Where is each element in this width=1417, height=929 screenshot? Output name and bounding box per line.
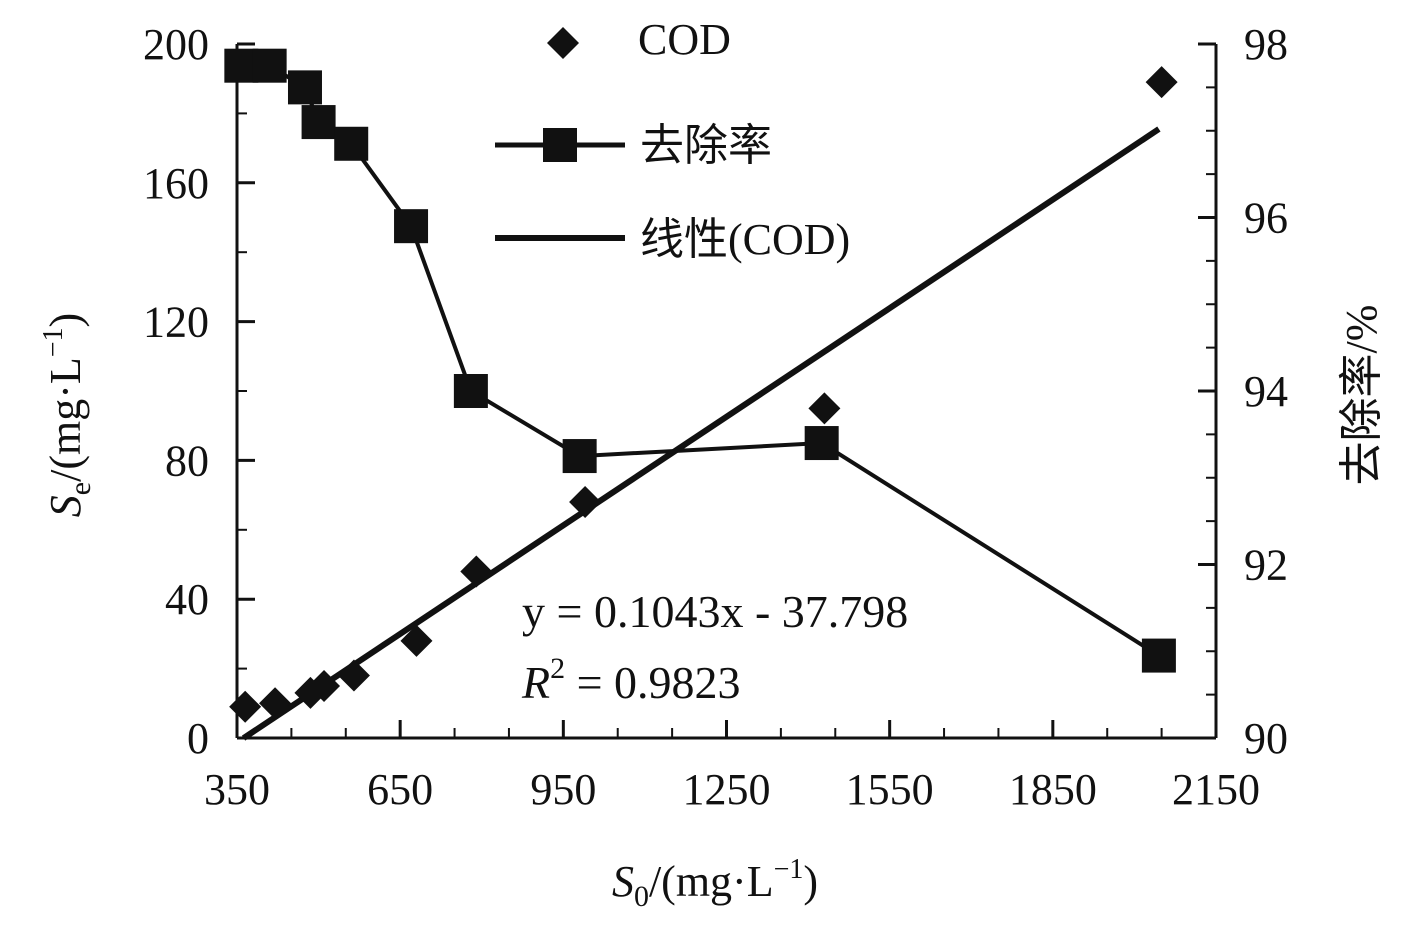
x-tick-label: 950 — [530, 765, 596, 814]
cod-point — [1145, 66, 1178, 99]
cod-point — [460, 555, 493, 588]
yl-tick-label: 120 — [143, 298, 209, 347]
y-axis-left-label: Se/(mg·L−1) — [38, 313, 97, 517]
yr-tick-label: 96 — [1244, 194, 1288, 243]
removal-rate-point — [453, 374, 488, 408]
cod-point — [808, 392, 841, 425]
removal-rate-point — [1141, 638, 1176, 673]
removal-rate-point — [804, 426, 839, 461]
yl-tick-label: 80 — [165, 436, 209, 485]
x-tick-label: 350 — [204, 765, 270, 814]
yl-tick-label: 40 — [165, 575, 209, 624]
yr-tick-label: 90 — [1244, 714, 1288, 763]
cod-point — [259, 687, 292, 720]
x-tick-label: 1850 — [1009, 765, 1097, 814]
regression-equation: y = 0.1043x - 37.798 — [522, 586, 908, 637]
legend-cod-label: COD — [638, 15, 731, 64]
removal-rate-point — [287, 70, 322, 105]
removal-rate-point — [562, 439, 597, 474]
yr-tick-label: 92 — [1244, 541, 1288, 590]
removal-rate-point — [252, 48, 287, 83]
y-axis-right-ticks: 90 92 94 96 98 — [1198, 20, 1288, 763]
removal-rate-line — [241, 63, 1160, 658]
x-tick-label: 650 — [367, 765, 433, 814]
legend: COD 去除率 线性(COD) — [495, 15, 850, 264]
yr-tick-label: 98 — [1244, 20, 1288, 69]
yl-tick-label: 0 — [187, 714, 209, 763]
legend-rate-marker — [543, 128, 577, 162]
x-tick-label: 2150 — [1172, 765, 1260, 814]
cod-point — [337, 659, 370, 692]
yr-tick-label: 94 — [1244, 367, 1288, 416]
x-axis-label: S0/(mg·L−1) — [612, 854, 818, 913]
x-tick-label: 1250 — [683, 765, 771, 814]
legend-rate-label: 去除率 — [640, 121, 772, 170]
cod-point — [229, 690, 262, 723]
x-axis-ticks: 350 650 950 1250 1550 1850 2150 — [204, 720, 1260, 814]
y-axis-right-label: 去除率/% — [1337, 305, 1386, 486]
removal-rate-point — [394, 209, 429, 244]
legend-cod-marker — [547, 27, 579, 59]
legend-trend-label: 线性(COD) — [640, 215, 850, 264]
cod-point — [400, 624, 433, 657]
x-tick-label: 1550 — [846, 765, 934, 814]
y-axis-left-ticks: 0 40 80 120 160 200 — [143, 20, 255, 763]
cod-point — [569, 486, 602, 519]
cod-series — [229, 66, 1178, 723]
yl-tick-label: 200 — [143, 20, 209, 69]
trendline-series — [241, 126, 1161, 741]
removal-rate-series — [224, 48, 1176, 673]
trendline — [241, 126, 1161, 741]
removal-rate-point — [301, 105, 336, 140]
removal-rate-point — [334, 126, 369, 161]
cod-point — [308, 669, 341, 702]
yl-tick-label: 160 — [143, 159, 209, 208]
r-squared: R2 = 0.9823 — [521, 652, 741, 708]
